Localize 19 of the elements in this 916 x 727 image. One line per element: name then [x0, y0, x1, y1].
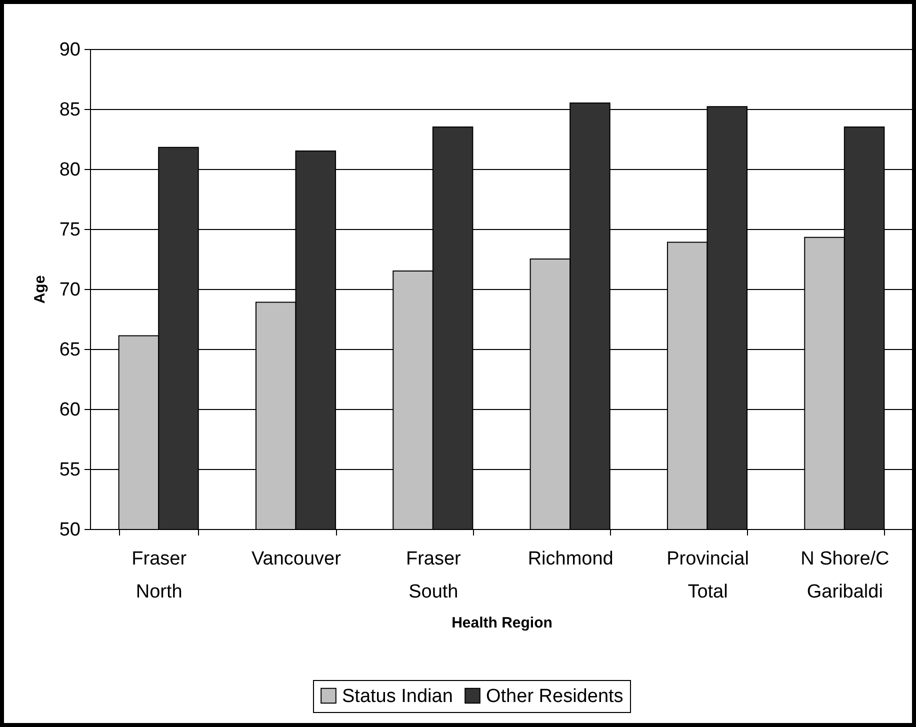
y-tick-label: 60 — [59, 400, 80, 420]
y-tick-label: 85 — [59, 100, 80, 120]
y-axis-title: Age — [31, 275, 48, 304]
legend-label: Other Residents — [486, 686, 624, 707]
x-tick-label: Provincial Total — [666, 548, 749, 602]
y-tick-label: 65 — [59, 340, 80, 360]
x-tick-label: N Shore/C Garibaldi — [800, 548, 890, 602]
x-tick-label: Fraser South — [406, 548, 462, 602]
y-tick-label: 70 — [59, 280, 80, 300]
y-tick-label: 55 — [59, 460, 80, 480]
x-tick-label: Richmond — [528, 548, 614, 570]
y-tick-label: 80 — [59, 160, 80, 180]
x-tick-label: Vancouver — [252, 548, 342, 570]
x-tick-label: Fraser North — [132, 548, 188, 602]
x-axis-title: Health Region — [452, 614, 552, 632]
y-tick-label: 75 — [59, 220, 80, 240]
legend-label: Status Indian — [342, 686, 453, 707]
y-tick-label: 90 — [59, 40, 80, 60]
y-tick-label: 50 — [59, 520, 80, 540]
